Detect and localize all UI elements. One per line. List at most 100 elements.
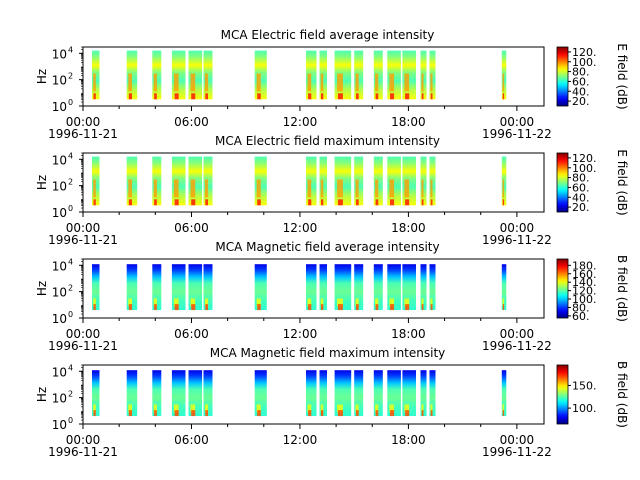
- emission-band: [191, 93, 196, 100]
- y-tick-label: 10: [52, 153, 67, 167]
- emission-band: [405, 93, 410, 100]
- emission-band: [375, 410, 379, 417]
- emission-band: [404, 404, 410, 413]
- colorbar: [556, 364, 569, 425]
- emission-band: [128, 298, 132, 307]
- chart-title: MCA Magnetic field maximum intensity: [210, 346, 446, 360]
- emission-band: [375, 298, 379, 307]
- x-tick-label: 18:00: [391, 327, 426, 341]
- x-tick-label: 00:00: [66, 327, 101, 341]
- x-tick-label: 00:00: [500, 327, 535, 341]
- emission-band: [375, 73, 379, 92]
- emission-band: [128, 199, 132, 206]
- emission-band: [256, 404, 261, 413]
- emission-band: [173, 404, 179, 413]
- emission-band: [153, 404, 157, 413]
- emission-band: [320, 179, 324, 198]
- spectrogram-column: [373, 370, 383, 416]
- emission-band: [191, 199, 196, 206]
- emission-band: [154, 93, 157, 100]
- emission-band: [355, 404, 359, 413]
- y-tick-label: 10: [52, 206, 67, 220]
- colorbar: [556, 258, 569, 319]
- emission-band: [405, 410, 410, 417]
- emission-band: [389, 404, 395, 413]
- emission-band: [308, 410, 312, 417]
- spectrogram-column: [319, 264, 327, 310]
- x-tick-label: 00:00: [66, 433, 101, 447]
- spectrogram-column: [429, 370, 436, 416]
- x-tick-label: 00:00: [500, 433, 535, 447]
- emission-band: [308, 199, 312, 206]
- colorbar-tick-label: 60.: [572, 181, 590, 194]
- emission-band: [93, 404, 96, 413]
- y-tick-exponent: 0: [68, 310, 73, 319]
- spectrogram-column: [429, 264, 436, 310]
- emission-band: [307, 179, 312, 198]
- emission-band: [257, 304, 261, 311]
- spectrogram-column: [373, 264, 383, 310]
- emission-band: [430, 179, 433, 198]
- emission-band: [173, 179, 179, 198]
- spectrogram-column: [126, 264, 138, 310]
- colorbar-tick-label: 100.: [572, 56, 597, 69]
- emission-band: [502, 93, 505, 100]
- spectrogram-column: [354, 264, 364, 310]
- emission-band: [204, 298, 209, 307]
- emission-band: [256, 73, 261, 92]
- emission-band: [430, 410, 433, 417]
- emission-band: [421, 93, 424, 100]
- emission-band: [174, 304, 179, 311]
- emission-band: [93, 179, 96, 198]
- emission-band: [337, 410, 343, 417]
- axes-frame: [82, 258, 545, 319]
- emission-band: [321, 199, 324, 206]
- spectrogram-column: [92, 264, 100, 310]
- emission-band: [128, 410, 132, 417]
- emission-band: [320, 73, 324, 92]
- spectrogram-column: [420, 264, 427, 310]
- y-axis-label: Hz: [35, 69, 49, 84]
- emission-band: [430, 298, 433, 307]
- colorbar-tick-label: 100.: [572, 402, 597, 415]
- x-tick-date-label: 1996-11-22: [482, 233, 552, 247]
- x-tick-label: 06:00: [174, 327, 209, 341]
- y-tick-label: 10: [52, 47, 67, 61]
- spectrogram-column: [319, 370, 327, 416]
- colorbar-tick-label: 80.: [572, 172, 590, 185]
- emission-band: [502, 410, 505, 417]
- colorbar-tick-label: 60.: [572, 75, 590, 88]
- colorbar-tick-label: 20.: [572, 201, 590, 214]
- x-tick-label: 00:00: [500, 115, 535, 129]
- colorbar-tick-label: 100.: [572, 293, 597, 306]
- y-tick-label: 10: [52, 392, 67, 406]
- emission-band: [389, 73, 395, 92]
- y-axis-label: Hz: [35, 281, 49, 296]
- emission-band: [190, 298, 196, 307]
- colorbar: [556, 46, 569, 107]
- y-axis-label: Hz: [35, 387, 49, 402]
- emission-band: [337, 304, 343, 311]
- x-tick-label: 12:00: [283, 433, 318, 447]
- spectrogram-column: [306, 264, 317, 310]
- emission-band: [321, 93, 324, 100]
- emission-band: [204, 404, 209, 413]
- emission-band: [375, 179, 379, 198]
- chart-title: MCA Electric field average intensity: [221, 28, 435, 42]
- x-tick-label: 00:00: [500, 221, 535, 235]
- emission-band: [191, 304, 196, 311]
- emission-band: [93, 304, 96, 311]
- emission-band: [405, 304, 410, 311]
- emission-band: [421, 199, 424, 206]
- y-tick-label: 10: [52, 312, 67, 326]
- emission-band: [307, 73, 312, 92]
- emission-band: [502, 404, 505, 413]
- emission-band: [153, 298, 157, 307]
- emission-band: [375, 199, 379, 206]
- emission-band: [405, 199, 410, 206]
- spectrogram-column: [306, 50, 317, 100]
- colorbar-tick-label: 180.: [572, 259, 597, 272]
- axes-frame: [82, 46, 545, 107]
- x-tick-label: 06:00: [174, 433, 209, 447]
- emission-band: [502, 304, 505, 311]
